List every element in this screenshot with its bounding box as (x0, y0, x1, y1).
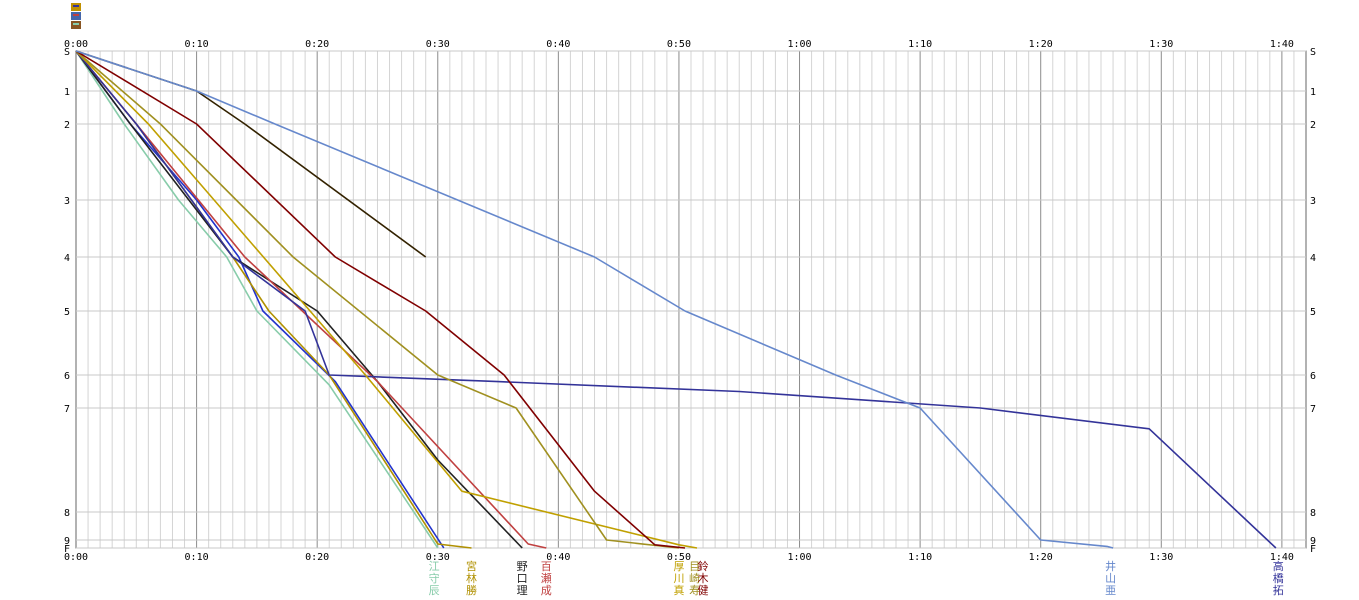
runner-finish-label: 辰 (429, 584, 440, 597)
time-tick-label-bottom: 0:20 (305, 552, 329, 563)
time-tick-label-bottom: 1:30 (1149, 552, 1173, 563)
checkpoint-label-left: 7 (64, 404, 70, 415)
time-tick-label-top: 1:30 (1149, 39, 1173, 50)
time-tick-label-bottom: 0:00 (64, 552, 88, 563)
runner-finish-label: 口 (517, 572, 528, 585)
runner-finish-label: 瀬 (541, 571, 552, 585)
time-tick-label-bottom: 0:40 (546, 552, 570, 563)
checkpoint-grid (76, 50, 1306, 549)
time-tick-label-bottom: 0:10 (185, 552, 209, 563)
runner-finish-label: 川 (673, 572, 684, 585)
runner-line (75, 50, 1114, 549)
checkpoint-label-left: 1 (64, 87, 70, 98)
top-time-axis: 0:00 0:10 0:20 0:30 0:40 0:50 1:00 1:10 1:20 1:30… (64, 39, 1294, 50)
checkpoint-label-left: 4 (64, 253, 70, 264)
checkpoint-label-left: 6 (64, 371, 70, 382)
time-tick-label-top: 1:20 (1029, 39, 1053, 50)
checkpoint-label-left: 5 (64, 307, 70, 318)
checkpoint-label-left: 8 (64, 508, 70, 519)
time-tick-label-top: 0:10 (185, 39, 209, 50)
runner-line (75, 50, 679, 549)
runner-finish-label: 橋 (1273, 571, 1284, 585)
checkpoint-label-right: 7 (1310, 404, 1316, 415)
checkpoint-label-right: 3 (1310, 196, 1316, 207)
runner-finish-label: 成 (541, 584, 552, 597)
runner-finish-label: 厚 (673, 560, 684, 573)
time-tick-label-top: 1:40 (1270, 39, 1294, 50)
checkpoint-label-right: 2 (1310, 120, 1316, 131)
checkpoint-label-left: 9 (64, 536, 70, 547)
time-tick-label-top: 0:30 (426, 39, 450, 50)
minor-grid (87, 51, 1307, 548)
legend-swatch (73, 23, 79, 25)
checkpoint-label-right: 5 (1310, 307, 1316, 318)
time-tick-label-bottom: 0:30 (426, 552, 450, 563)
runner-finish-label: 宮 (466, 559, 477, 573)
runner-line (75, 50, 523, 549)
runner-finish-label: 林 (466, 571, 477, 585)
runner-finish-label: 野 (517, 560, 528, 573)
time-tick-label-top: 1:00 (787, 39, 811, 50)
time-tick-label-top: 1:10 (908, 39, 932, 50)
runner-finish-label: 井 (1105, 559, 1116, 573)
runner-series (75, 50, 1277, 549)
checkpoint-label-right: 8 (1310, 508, 1316, 519)
runner-finish-label: 木 (698, 572, 709, 585)
runner-finish-label: 寿 (689, 583, 700, 597)
right-checkpoint-axis: S 1 2 3 4 5 6 7 8 9F (1310, 47, 1316, 555)
checkpoint-label-right: 4 (1310, 253, 1316, 264)
time-tick-label-top: 0:00 (64, 39, 88, 50)
checkpoint-label-right: 1 (1310, 87, 1316, 98)
runner-line (75, 50, 698, 549)
time-tick-label-bottom: 1:00 (787, 552, 811, 563)
checkpoint-label-right: S (1310, 47, 1316, 58)
legend-color-stack (71, 3, 81, 29)
legend-swatch (73, 14, 79, 16)
time-tick-label-bottom: 1:20 (1029, 552, 1053, 563)
checkpoint-label-right: 6 (1310, 371, 1316, 382)
runner-line (75, 50, 547, 549)
runner-finish-label: 目 (689, 560, 700, 573)
bottom-time-axis: 0:00 0:10 0:20 0:30 0:40 0:50 1:00 1:10 1:20 1:30… (64, 552, 1294, 563)
runner-finish-label: 健 (698, 584, 709, 597)
runner-line (75, 50, 1277, 549)
time-tick-label-top: 0:50 (667, 39, 691, 50)
checkpoint-label-left: 3 (64, 196, 70, 207)
runner-finish-label: 山 (1105, 572, 1116, 585)
checkpoint-label-left: F (64, 544, 70, 555)
runner-finish-label: 拓 (1273, 583, 1284, 597)
runner-finish-label: 百 (541, 560, 552, 573)
time-tick-label-bottom: 1:40 (1270, 552, 1294, 563)
runner-finish-label: 守 (429, 571, 440, 585)
runner-finish-label: 高 (1273, 559, 1284, 573)
runner-finish-label: 真 (673, 583, 684, 597)
checkpoint-label-left: 2 (64, 120, 70, 131)
runner-finish-label: 亜 (1105, 584, 1116, 597)
runner-finish-label: 勝 (466, 583, 477, 597)
runner-finish-label: 理 (517, 584, 528, 597)
checkpoint-label-left: S (64, 47, 70, 58)
time-tick-label-bottom: 1:10 (908, 552, 932, 563)
time-tick-label-top: 0:40 (546, 39, 570, 50)
runner-finish-label: 江 (429, 560, 440, 573)
checkpoint-label-right: F (1310, 544, 1316, 555)
runner-line (75, 50, 472, 549)
checkpoint-label-right: 9 (1310, 536, 1316, 547)
runner-finish-label: 鈴 (698, 559, 709, 573)
runner-finish-label: 崎 (689, 571, 700, 585)
runner-line (75, 50, 686, 549)
left-checkpoint-axis: S 1 2 3 4 5 6 7 8 9F (64, 47, 70, 555)
time-tick-label-bottom: 0:50 (667, 552, 691, 563)
time-tick-label-top: 0:20 (305, 39, 329, 50)
legend-swatch (73, 5, 79, 7)
runner-line (75, 50, 439, 549)
